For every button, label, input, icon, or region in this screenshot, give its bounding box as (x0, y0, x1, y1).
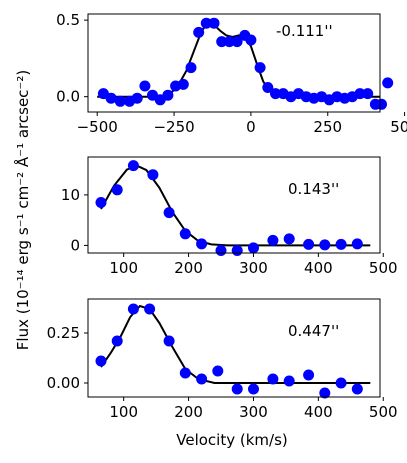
axes-frame (87, 298, 381, 398)
data-point (283, 375, 295, 387)
data-point (267, 373, 279, 385)
radius-annotation: 0.447'' (288, 322, 339, 340)
data-point (354, 88, 366, 100)
y-tick-label: 0.25 (47, 324, 80, 342)
subplot-2: 100 200 300 400 500 0 10 0.143'' (61, 156, 398, 277)
data-point (215, 245, 227, 256)
data-point (319, 239, 331, 251)
data-point (319, 387, 331, 399)
data-point (163, 335, 175, 347)
data-point (105, 92, 117, 104)
data-point (267, 234, 279, 246)
data-point (185, 62, 197, 74)
radius-annotation: -0.111'' (276, 22, 333, 40)
data-point (200, 17, 212, 29)
data-point (216, 36, 228, 48)
x-tick-label: 500 (390, 118, 407, 136)
data-point (245, 34, 257, 46)
data-point (351, 383, 363, 395)
x-axis-label: Velocity (km/s) (176, 431, 287, 449)
data-point (196, 373, 208, 385)
data-point (208, 17, 220, 29)
data-point (335, 238, 347, 250)
y-tick-label: 10 (61, 186, 80, 204)
data-point (131, 92, 143, 104)
x-tick-label: 0 (246, 118, 256, 136)
data-point (362, 88, 374, 100)
x-tick-label: 400 (304, 403, 333, 421)
data-point (162, 89, 174, 101)
data-point (270, 88, 281, 100)
data-point (254, 62, 266, 74)
axes-frame (87, 13, 381, 113)
data-point (248, 383, 259, 395)
data-point (303, 238, 315, 250)
data-point (114, 95, 126, 107)
data-point (163, 207, 175, 219)
y-tick-label: 0.0 (56, 88, 80, 106)
x-tick-label: 200 (174, 259, 203, 277)
x-tick-label: 500 (369, 259, 398, 277)
axes-frame (87, 156, 381, 254)
y-tick-label: 0 (70, 236, 80, 254)
subplot-1: −500 −250 0 250 500 0.0 0.5 -0.111'' (56, 11, 407, 136)
fit-line (100, 304, 371, 384)
data-point (248, 242, 259, 254)
data-point (231, 36, 243, 48)
y-tick-label: 0.5 (56, 11, 80, 29)
data-point (127, 303, 139, 315)
data-point (231, 245, 243, 256)
data-point (223, 36, 235, 48)
radius-annotation: 0.143'' (288, 180, 339, 198)
x-tick-label: 200 (174, 403, 203, 421)
x-tick-label: 400 (304, 259, 333, 277)
data-point (95, 197, 107, 208)
x-tick-label: 300 (239, 259, 268, 277)
data-point (351, 238, 363, 250)
data-point (376, 98, 387, 110)
x-tick-label: 250 (313, 118, 342, 136)
data-point (147, 169, 159, 181)
data-point (144, 303, 156, 315)
data-point (283, 233, 295, 245)
data-point (139, 80, 151, 92)
data-point (212, 365, 224, 377)
subplot-3: 100 200 300 400 500 0.00 0.25 0.447'' Velocity (… (47, 298, 398, 449)
data-point (177, 78, 189, 90)
data-point (127, 160, 139, 172)
x-tick-label: −500 (77, 118, 118, 136)
data-point (193, 26, 205, 38)
x-tick-label: 100 (109, 259, 138, 277)
x-tick-label: 500 (369, 403, 398, 421)
fit-line (100, 164, 371, 247)
data-point (179, 367, 191, 379)
data-point (179, 228, 191, 240)
data-point (382, 77, 394, 89)
data-point (303, 369, 315, 381)
data-point (111, 184, 123, 196)
x-tick-label: −250 (153, 118, 194, 136)
y-tick-label: 0.00 (47, 374, 80, 392)
data-point (111, 335, 123, 347)
data-point (95, 355, 107, 367)
data-point (231, 383, 243, 395)
data-point (262, 82, 274, 93)
shared-y-axis-label: Flux (10⁻¹⁴ erg s⁻¹ cm⁻² Å⁻¹ arcsec⁻²) (13, 70, 32, 350)
data-point (196, 238, 208, 250)
x-tick-label: 300 (239, 403, 268, 421)
data-point (335, 377, 347, 389)
x-tick-label: 100 (109, 403, 138, 421)
